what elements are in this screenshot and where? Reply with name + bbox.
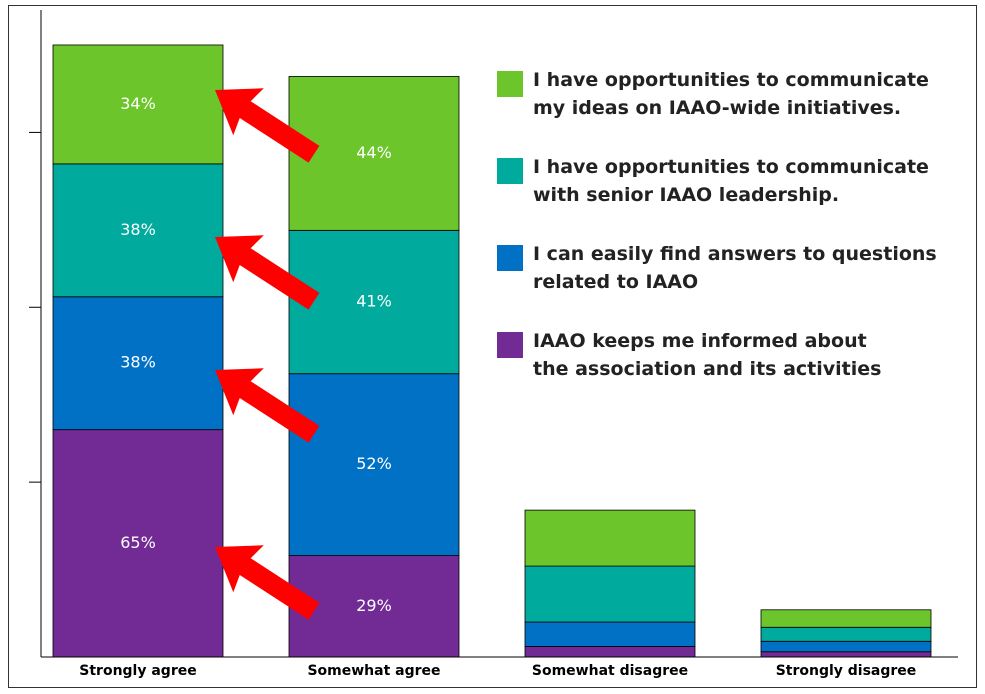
legend-swatch xyxy=(497,332,523,358)
x-tick-label: Somewhat agree xyxy=(307,663,440,679)
bar-segment xyxy=(760,640,932,653)
value-label: 44% xyxy=(356,143,392,162)
value-label: 65% xyxy=(120,533,156,552)
legend-item: I have opportunities to communicate my i… xyxy=(497,66,937,153)
legend-label: IAAO keeps me informed about the associa… xyxy=(533,330,882,380)
legend-label: I have opportunities to communicate my i… xyxy=(533,69,929,119)
x-tick-label: Strongly agree xyxy=(79,663,196,679)
bar-segment xyxy=(760,651,932,658)
legend-item: IAAO keeps me informed about the associa… xyxy=(497,327,937,414)
value-label: 38% xyxy=(120,353,156,372)
value-label: 38% xyxy=(120,220,156,239)
legend-swatch xyxy=(497,71,523,97)
bar-segment xyxy=(760,609,932,628)
value-label: 29% xyxy=(356,596,392,615)
arrow-shape xyxy=(215,88,320,163)
arrow-shape xyxy=(215,368,320,443)
arrow xyxy=(215,88,320,163)
legend-item: I have opportunities to communicate with… xyxy=(497,153,937,240)
bar-segment xyxy=(288,229,460,375)
legend-swatch xyxy=(497,245,523,271)
frame xyxy=(8,5,977,688)
bar-segment xyxy=(52,163,224,298)
arrow xyxy=(215,368,320,443)
value-label: 34% xyxy=(120,94,156,113)
bar-segment xyxy=(288,76,460,231)
value-label: 41% xyxy=(356,292,392,311)
arrow xyxy=(215,545,320,620)
bar-segment xyxy=(760,626,932,642)
legend-item: I can easily find answers to questions r… xyxy=(497,240,937,327)
arrow xyxy=(215,235,320,310)
arrow-shape xyxy=(215,235,320,310)
bar-segment xyxy=(524,621,696,647)
arrows xyxy=(215,88,320,620)
bar-segment xyxy=(524,509,696,567)
bar-segment xyxy=(288,555,460,658)
legend-label: I have opportunities to communicate with… xyxy=(533,156,929,206)
x-tick-label: Strongly disagree xyxy=(776,663,917,679)
bar-segment xyxy=(524,646,696,658)
arrow-shape xyxy=(215,545,320,620)
bars: 65% 38% 38% 34% 29% 52% 41% 44% xyxy=(52,44,932,658)
legend-swatch xyxy=(497,158,523,184)
x-tick-label: Somewhat disagree xyxy=(532,663,688,679)
value-label: 52% xyxy=(356,454,392,473)
legend-label: I can easily find answers to questions r… xyxy=(533,243,937,293)
legend: I have opportunities to communicate my i… xyxy=(497,66,937,414)
bar-segment xyxy=(288,373,460,556)
bar-segment xyxy=(524,565,696,623)
